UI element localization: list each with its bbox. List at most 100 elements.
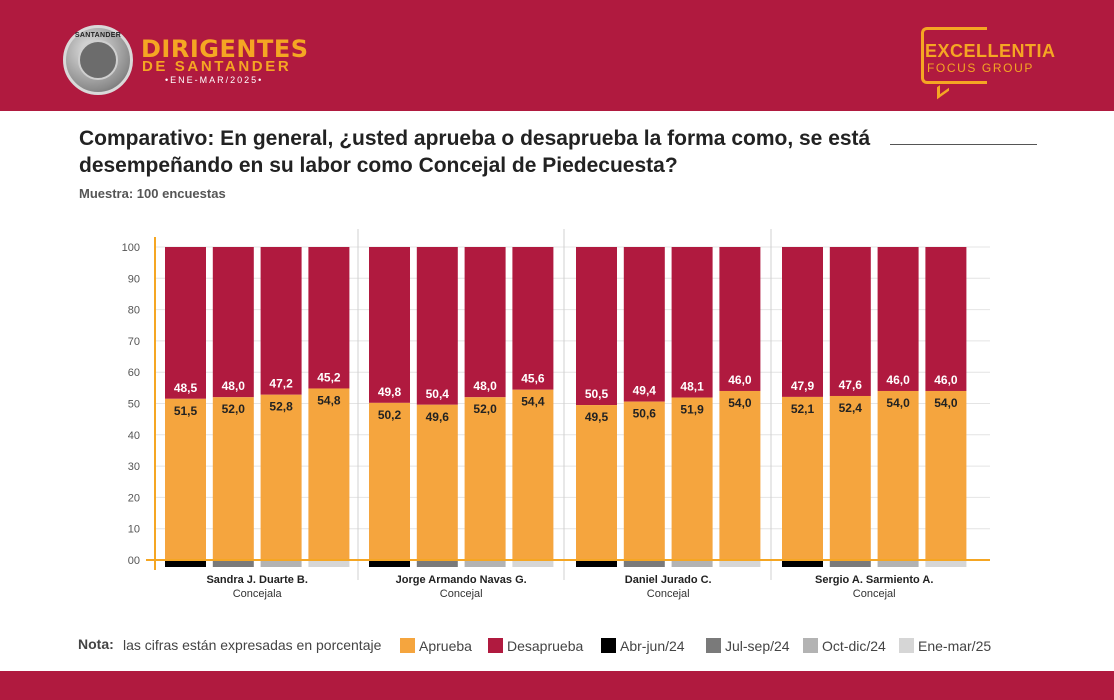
data-label-aprueba: 50,6 bbox=[633, 407, 657, 421]
period-marker bbox=[416, 561, 458, 567]
data-label-aprueba: 51,5 bbox=[174, 404, 198, 418]
footer-band bbox=[0, 671, 1114, 700]
seal-text: SANTANDER bbox=[74, 32, 122, 39]
bar-desaprueba bbox=[512, 247, 554, 390]
legend-label-desaprueba: Desaprueba bbox=[507, 637, 584, 654]
y-tick-label: 50 bbox=[128, 399, 140, 411]
data-label-aprueba: 54,0 bbox=[886, 396, 910, 410]
legend-oct-dic-24: Oct-dic/24 bbox=[803, 637, 886, 654]
bar-aprueba bbox=[260, 394, 302, 560]
period-marker bbox=[576, 561, 617, 567]
data-label-aprueba: 52,1 bbox=[791, 402, 815, 416]
period-marker bbox=[512, 561, 554, 567]
bar-aprueba bbox=[369, 402, 410, 560]
data-label-desaprueba: 45,6 bbox=[521, 372, 545, 386]
data-label-aprueba: 52,8 bbox=[269, 400, 293, 414]
legend-desaprueba: Desaprueba bbox=[488, 637, 583, 654]
bar-aprueba bbox=[671, 397, 713, 560]
period-marker bbox=[165, 561, 206, 567]
speech-bubble-icon bbox=[921, 27, 987, 84]
group-role-label: Concejal bbox=[853, 588, 896, 600]
bar-desaprueba bbox=[260, 247, 302, 395]
data-label-aprueba: 52,0 bbox=[473, 402, 497, 416]
period-marker bbox=[308, 561, 350, 567]
bar-aprueba bbox=[719, 390, 761, 560]
note-label: Nota: bbox=[78, 636, 114, 652]
data-label-desaprueba: 49,8 bbox=[378, 385, 402, 399]
y-tick-label: 40 bbox=[128, 430, 140, 442]
legend-label-jul-sep-24: Jul-sep/24 bbox=[725, 637, 790, 654]
period-marker bbox=[829, 561, 871, 567]
bar-aprueba bbox=[829, 395, 871, 560]
bar-aprueba bbox=[782, 396, 823, 560]
data-label-desaprueba: 45,2 bbox=[317, 370, 341, 384]
legend-swatch-abr-jun-24 bbox=[601, 638, 616, 653]
period-marker bbox=[464, 561, 506, 567]
data-label-desaprueba: 48,5 bbox=[174, 381, 198, 395]
group-role-label: Concejala bbox=[233, 588, 283, 600]
sample-size: Muestra: 100 encuestas bbox=[79, 186, 226, 201]
legend-swatch-jul-sep-24 bbox=[706, 638, 721, 653]
data-label-aprueba: 49,6 bbox=[426, 410, 450, 424]
brand-title: DIRIGENTES bbox=[141, 35, 309, 63]
data-label-desaprueba: 46,0 bbox=[728, 373, 752, 387]
group-role-label: Concejal bbox=[440, 588, 483, 600]
legend-aprueba: Aprueba bbox=[400, 637, 472, 654]
data-label-desaprueba: 47,9 bbox=[791, 379, 815, 393]
period-marker bbox=[212, 561, 254, 567]
legend-jul-sep-24: Jul-sep/24 bbox=[706, 637, 790, 654]
data-label-desaprueba: 48,0 bbox=[222, 379, 246, 393]
capitol-building-icon bbox=[78, 40, 118, 80]
data-label-aprueba: 51,9 bbox=[680, 403, 704, 417]
period-marker bbox=[260, 561, 302, 567]
bar-aprueba bbox=[925, 390, 967, 560]
header-band bbox=[0, 0, 1114, 111]
bar-desaprueba bbox=[829, 247, 871, 396]
y-tick-label: 100 bbox=[122, 242, 140, 254]
bar-desaprueba bbox=[369, 247, 410, 403]
legend-label-aprueba: Aprueba bbox=[419, 637, 472, 654]
data-label-desaprueba: 50,4 bbox=[426, 387, 450, 401]
bar-aprueba bbox=[576, 405, 617, 560]
y-tick-label: 20 bbox=[128, 492, 140, 504]
group-name-label: Jorge Armando Navas G. bbox=[396, 574, 527, 586]
partner-logo-tagline: FOCUS GROUP bbox=[927, 61, 1034, 75]
data-label-aprueba: 54,0 bbox=[934, 396, 958, 410]
bar-desaprueba bbox=[671, 247, 713, 398]
bar-aprueba bbox=[165, 398, 206, 560]
legend-abr-jun-24: Abr-jun/24 bbox=[601, 637, 685, 654]
y-tick-label: 80 bbox=[128, 305, 140, 317]
bar-aprueba bbox=[416, 404, 458, 560]
partner-logo-name: EXCELLENTIA bbox=[925, 41, 1056, 61]
bar-desaprueba bbox=[212, 247, 254, 398]
period-marker bbox=[925, 561, 967, 567]
santander-seal-logo: SANTANDER bbox=[63, 25, 133, 95]
data-label-desaprueba: 46,0 bbox=[886, 373, 910, 387]
period-marker bbox=[623, 561, 665, 567]
legend-swatch-oct-dic-24 bbox=[803, 638, 818, 653]
bar-aprueba bbox=[212, 397, 254, 560]
period-marker bbox=[369, 561, 410, 567]
y-tick-label: 90 bbox=[128, 273, 140, 285]
period-marker bbox=[782, 561, 823, 567]
y-tick-label: 10 bbox=[128, 524, 140, 536]
title-rule bbox=[890, 144, 1037, 145]
bar-desaprueba bbox=[416, 247, 458, 405]
bar-desaprueba bbox=[782, 247, 823, 397]
data-label-aprueba: 52,4 bbox=[839, 401, 863, 415]
bar-aprueba bbox=[308, 388, 350, 560]
bar-desaprueba bbox=[719, 247, 761, 391]
bar-aprueba bbox=[512, 389, 554, 560]
legend-label-oct-dic-24: Oct-dic/24 bbox=[822, 637, 886, 654]
data-label-aprueba: 54,4 bbox=[521, 395, 545, 409]
y-tick-label: 70 bbox=[128, 336, 140, 348]
legend-ene-mar-25: Ene-mar/25 bbox=[899, 637, 991, 654]
data-label-aprueba: 50,2 bbox=[378, 408, 402, 422]
data-label-aprueba: 54,0 bbox=[728, 396, 752, 410]
data-label-desaprueba: 47,2 bbox=[269, 377, 293, 391]
y-tick-label: 00 bbox=[128, 555, 140, 567]
data-label-aprueba: 52,0 bbox=[222, 402, 246, 416]
brand-period: •ENE-MAR/2025• bbox=[165, 75, 264, 85]
brand-subtitle: DE SANTANDER bbox=[142, 58, 292, 75]
bar-desaprueba bbox=[576, 247, 617, 406]
